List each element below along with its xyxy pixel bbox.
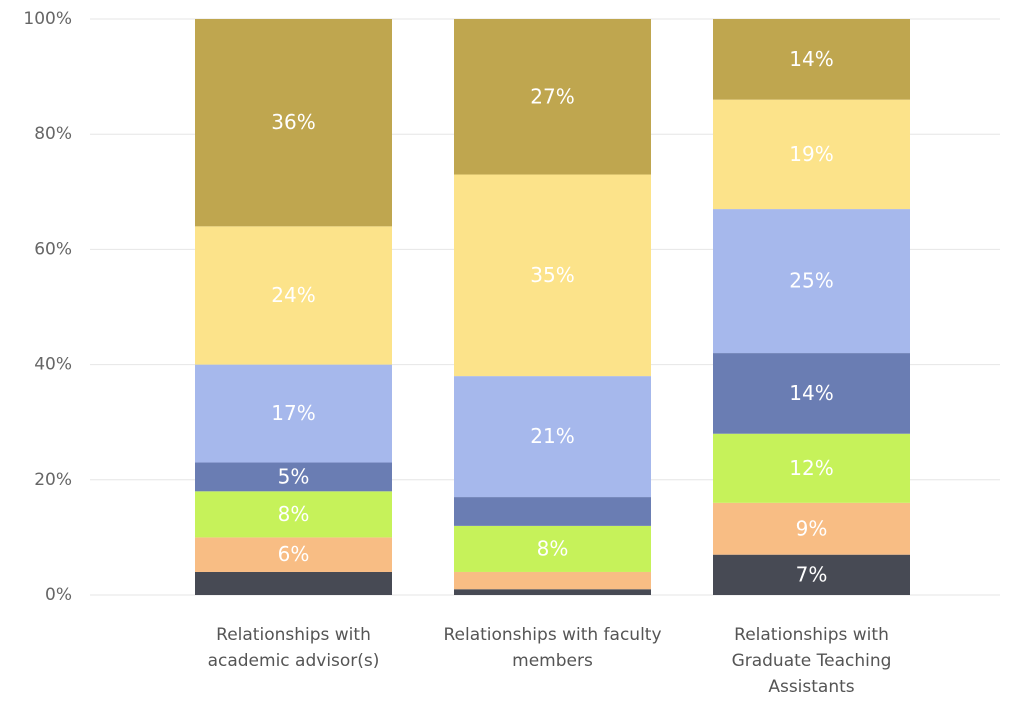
data-label: 27% [530,84,574,108]
data-label: 35% [530,263,574,287]
bar-segment [195,571,392,595]
data-label: 7% [796,562,828,586]
bar-segment [713,502,910,555]
data-label: 17% [271,401,315,425]
bar-segment [713,209,910,354]
bar-segment [195,462,392,492]
y-tick-label: 80% [34,124,72,144]
bar-segment [713,554,910,595]
bar-segment [454,525,651,572]
data-label: 21% [530,424,574,448]
data-label: 8% [537,536,569,560]
data-label: 19% [789,142,833,166]
data-label: 36% [271,110,315,134]
y-tick-label: 100% [23,9,72,29]
bar-segment [454,376,651,498]
bar-segment [454,19,651,175]
y-tick-label: 20% [34,470,72,490]
bar-segment [713,353,910,434]
x-tick-label: Relationships with academic advisor(s) [207,625,380,671]
data-label: 6% [278,542,310,566]
data-label: 8% [278,502,310,526]
y-tick-label: 60% [34,239,72,259]
bar-segment [195,491,392,538]
data-label: 9% [796,516,828,540]
bar-segment [713,99,910,210]
data-label: 24% [271,283,315,307]
bar-segment [454,174,651,377]
bar-segment [195,537,392,572]
data-label: 14% [789,47,833,71]
bar-segment [454,571,651,590]
data-label: 5% [278,464,310,488]
x-tick-label: Relationships with Graduate Teaching Ass… [731,625,892,697]
data-label: 25% [789,269,833,293]
x-tick-label: Relationships with faculty members [443,625,662,671]
bar-segment [195,19,392,227]
bar-segment [195,364,392,463]
data-label: 14% [789,381,833,405]
y-tick-label: 0% [45,585,72,605]
data-label: 12% [789,456,833,480]
bar-segment [454,497,651,526]
y-tick-label: 40% [34,355,72,375]
bar-segment [713,433,910,503]
bar-segment [454,589,651,595]
bar-segment [195,226,392,365]
bar-segment [713,19,910,100]
